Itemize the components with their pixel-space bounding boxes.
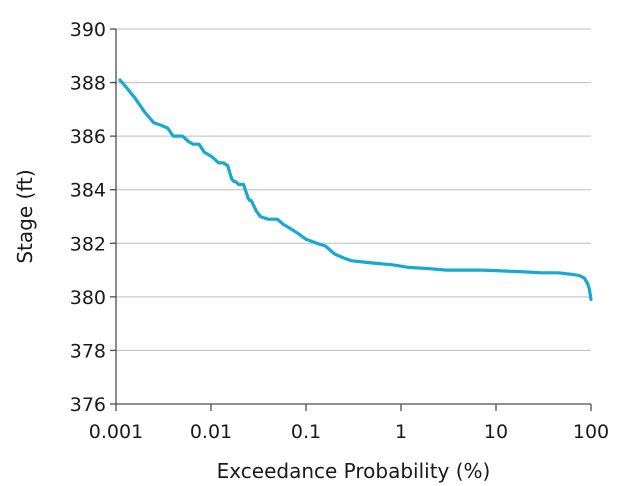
- x-tick-label: 100: [573, 421, 609, 443]
- y-tick-label: 390: [70, 19, 106, 41]
- y-tick-label: 376: [70, 394, 106, 416]
- x-axis-title: Exceedance Probability (%): [217, 459, 491, 483]
- x-tick-label: 0.1: [291, 421, 321, 443]
- x-tick-label: 10: [484, 421, 508, 443]
- series-line: [118, 78, 593, 302]
- y-axis-title: Stage (ft): [13, 169, 37, 263]
- y-tick-label: 386: [70, 126, 106, 148]
- axes: [110, 28, 592, 411]
- x-tick-label: 0.01: [190, 421, 232, 443]
- series-layer: [118, 78, 593, 302]
- x-tick-label: 1: [395, 421, 407, 443]
- grid-lines: [116, 28, 591, 351]
- y-tick-label: 378: [70, 340, 106, 362]
- y-tick-label: 380: [70, 287, 106, 309]
- y-tick-label: 388: [70, 73, 106, 95]
- y-tick-label: 384: [70, 180, 106, 202]
- y-tick-label: 382: [70, 233, 106, 255]
- tick-labels: 376 378 380 382 384 386 388 390 0.001 0.01 0.1 1 10 1…: [70, 19, 609, 443]
- x-tick-label: 0.001: [89, 421, 143, 443]
